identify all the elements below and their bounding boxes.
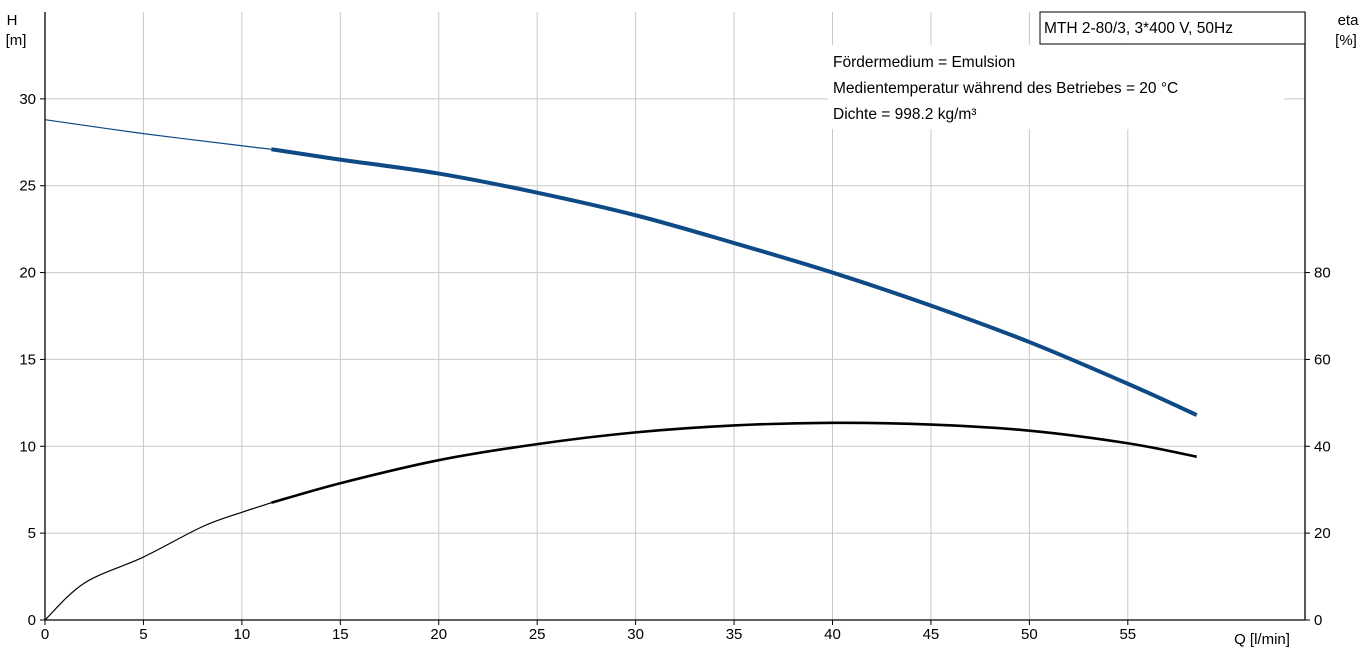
- axes: [40, 12, 1310, 625]
- head-curve-extrapolated: [44, 119, 272, 150]
- efficiency-curve: [271, 421, 1197, 504]
- x-axis-label: Q [l/min]: [1234, 631, 1290, 648]
- y-right-tick-label: 80: [1314, 265, 1331, 282]
- x-tick-label: 25: [529, 626, 546, 643]
- y-left-tick-label: 30: [19, 91, 36, 108]
- y-left-tick-label: 0: [28, 612, 36, 629]
- y-right-tick-label: 0: [1314, 612, 1322, 629]
- y-left-tick-label: 15: [19, 351, 36, 368]
- model-legend-text: MTH 2-80/3, 3*400 V, 50Hz: [1044, 20, 1233, 37]
- x-tick-label: 5: [139, 626, 147, 643]
- x-tick-label: 50: [1021, 626, 1038, 643]
- y-left-tick-label: 10: [19, 438, 36, 455]
- y-right-axis-unit: [%]: [1335, 32, 1357, 49]
- x-tick-label: 0: [41, 626, 49, 643]
- info-text-background: [828, 45, 1284, 129]
- tick-labels: 0 5 10 15 20 25 30 35 40 45 50 55 0 5 10 15 20 25 30 0 20 40 6…: [19, 91, 1330, 643]
- head-curve: [271, 147, 1198, 417]
- x-tick-label: 55: [1119, 626, 1136, 643]
- y-left-tick-label: 25: [19, 178, 36, 195]
- x-tick-label: 45: [923, 626, 940, 643]
- y-left-tick-label: 5: [28, 525, 36, 542]
- curves: [44, 119, 1198, 621]
- info-density: Dichte = 998.2 kg/m³: [833, 106, 976, 123]
- y-right-tick-label: 60: [1314, 351, 1331, 368]
- y-right-tick-label: 40: [1314, 438, 1331, 455]
- y-right-tick-label: 20: [1314, 525, 1331, 542]
- x-tick-label: 40: [824, 626, 841, 643]
- x-tick-label: 35: [726, 626, 743, 643]
- info-temperature: Medientemperatur während des Betriebes =…: [833, 80, 1178, 97]
- model-legend-box: [1039, 11, 1306, 45]
- y-left-axis-unit: [m]: [6, 32, 27, 49]
- x-tick-label: 15: [332, 626, 349, 643]
- y-left-tick-label: 20: [19, 265, 36, 282]
- y-left-axis-symbol: H: [7, 12, 18, 29]
- y-right-axis-symbol: eta: [1338, 12, 1360, 29]
- x-tick-label: 20: [430, 626, 447, 643]
- efficiency-curve-extrapolated: [44, 502, 272, 621]
- x-tick-label: 10: [234, 626, 251, 643]
- info-medium: Fördermedium = Emulsion: [833, 54, 1015, 71]
- x-tick-label: 30: [627, 626, 644, 643]
